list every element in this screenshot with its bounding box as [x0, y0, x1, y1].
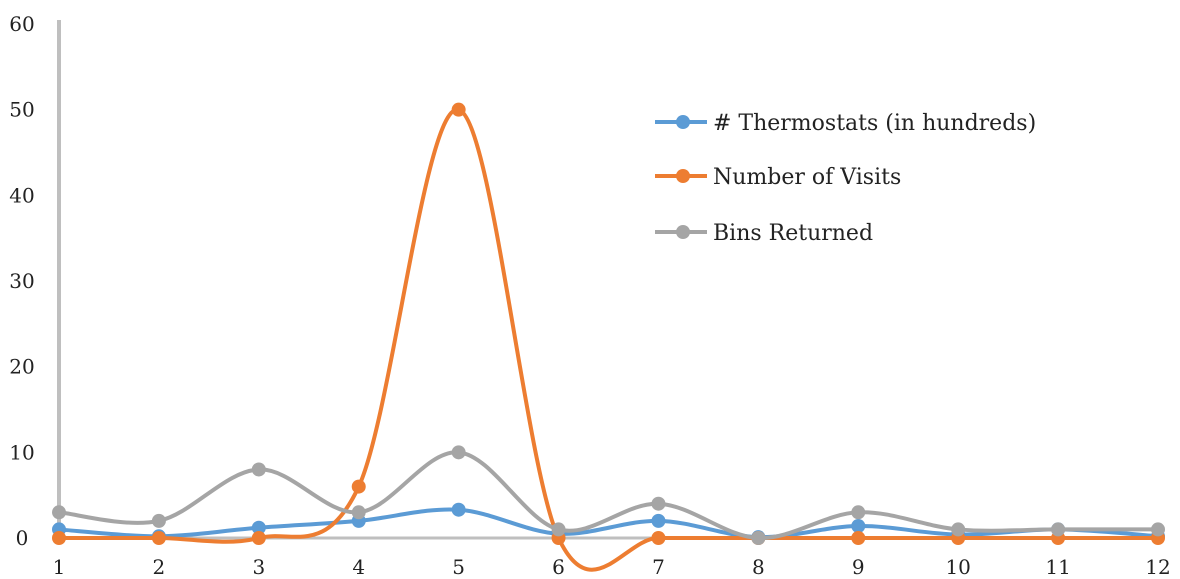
y-tick-label: 30 [9, 269, 34, 293]
x-tick-label: 4 [352, 555, 365, 579]
data-point [451, 502, 466, 517]
data-point [151, 513, 166, 528]
legend-label: # Thermostats (in hundreds) [713, 111, 1036, 136]
legend-marker [676, 115, 690, 129]
x-tick-label: 6 [552, 555, 565, 579]
series-2 [52, 445, 1165, 545]
legend-label: Number of Visits [713, 165, 901, 190]
legend-marker [676, 169, 690, 183]
y-tick-label: 60 [9, 12, 34, 36]
data-point [251, 462, 266, 477]
data-point [251, 531, 266, 545]
data-point [551, 522, 566, 537]
data-point [351, 505, 366, 520]
data-point [651, 496, 666, 511]
x-tick-label: 12 [1145, 555, 1170, 579]
series-1 [52, 102, 1165, 572]
legend-marker [676, 225, 690, 239]
data-point [751, 531, 766, 545]
x-tick-label: 5 [452, 555, 465, 579]
x-tick-label: 7 [652, 555, 665, 579]
data-point [1151, 522, 1165, 537]
data-point [351, 479, 366, 494]
x-tick-label: 9 [852, 555, 865, 579]
y-tick-label: 40 [9, 183, 34, 207]
data-point [1051, 522, 1066, 537]
y-tick-label: 20 [9, 355, 34, 379]
data-point [451, 102, 466, 117]
data-point [851, 505, 866, 520]
chart-series [52, 102, 1165, 572]
data-point [52, 531, 66, 545]
y-tick-label: 50 [9, 98, 34, 122]
data-point [52, 505, 66, 520]
data-point [451, 445, 466, 460]
data-point [151, 531, 166, 545]
x-tick-label: 8 [752, 555, 765, 579]
chart-axes [57, 20, 1158, 540]
data-point [251, 520, 266, 535]
y-tick-label: 10 [9, 440, 34, 464]
data-point [651, 513, 666, 528]
chart-legend: # Thermostats (in hundreds) Number of Vis… [655, 111, 1036, 246]
x-tick-label: 3 [252, 555, 265, 579]
data-point [851, 519, 866, 534]
x-tick-labels: 1 2 3 4 5 6 7 8 9 10 11 12 [53, 555, 1171, 579]
y-tick-labels: 0 10 20 30 40 50 60 [9, 12, 34, 550]
series-line [57, 507, 1160, 540]
legend-entry: # Thermostats (in hundreds) [655, 111, 1036, 136]
y-tick-label: 0 [16, 526, 29, 550]
x-tick-label: 2 [153, 555, 166, 579]
x-tick-label: 10 [945, 555, 970, 579]
legend-entry: Bins Returned [655, 221, 873, 246]
data-point [651, 531, 666, 545]
legend-label: Bins Returned [713, 221, 873, 246]
series-line [57, 107, 1160, 572]
data-point [951, 522, 966, 537]
data-point [851, 531, 866, 545]
series-line [57, 450, 1160, 541]
x-tick-label: 1 [53, 555, 66, 579]
x-tick-label: 11 [1045, 555, 1070, 579]
legend-entry: Number of Visits [655, 165, 901, 190]
